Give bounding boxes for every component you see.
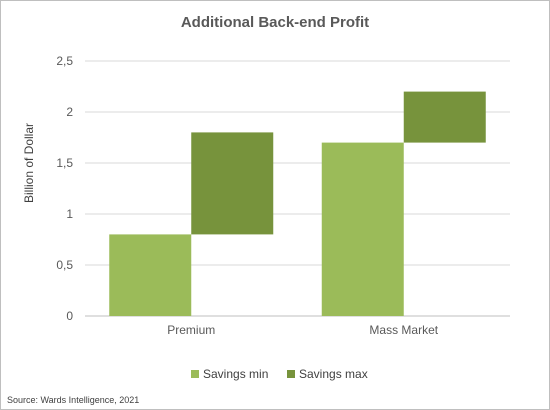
legend-label: Savings max [299, 367, 368, 381]
bar-savings-max [403, 91, 486, 143]
y-tick-label: 1 [66, 207, 73, 221]
bars [109, 91, 486, 316]
bar-savings-min [109, 234, 192, 316]
chart-title: Additional Back-end Profit [181, 14, 369, 31]
x-tick-label: Mass Market [369, 323, 438, 337]
bar-savings-min [321, 142, 404, 316]
y-tick-label: 0 [66, 309, 73, 323]
legend: Savings min Savings max [191, 367, 368, 381]
y-tick-label: 2,5 [56, 54, 73, 68]
legend-swatch [191, 370, 199, 378]
y-axis-label: Billion of Dollar [22, 123, 36, 203]
source-note: Source: Wards Intelligence, 2021 [7, 395, 139, 405]
x-tick-label: Premium [167, 323, 215, 337]
y-tick-label: 0,5 [56, 258, 73, 272]
y-axis-ticks: 0 0,5 1 1,5 2 2,5 [56, 54, 73, 323]
y-tick-label: 1,5 [56, 156, 73, 170]
bar-savings-max [191, 132, 274, 235]
y-tick-label: 2 [66, 105, 73, 119]
x-axis-ticks: Premium Mass Market [167, 323, 439, 337]
legend-label: Savings min [203, 367, 268, 381]
legend-swatch [287, 370, 295, 378]
